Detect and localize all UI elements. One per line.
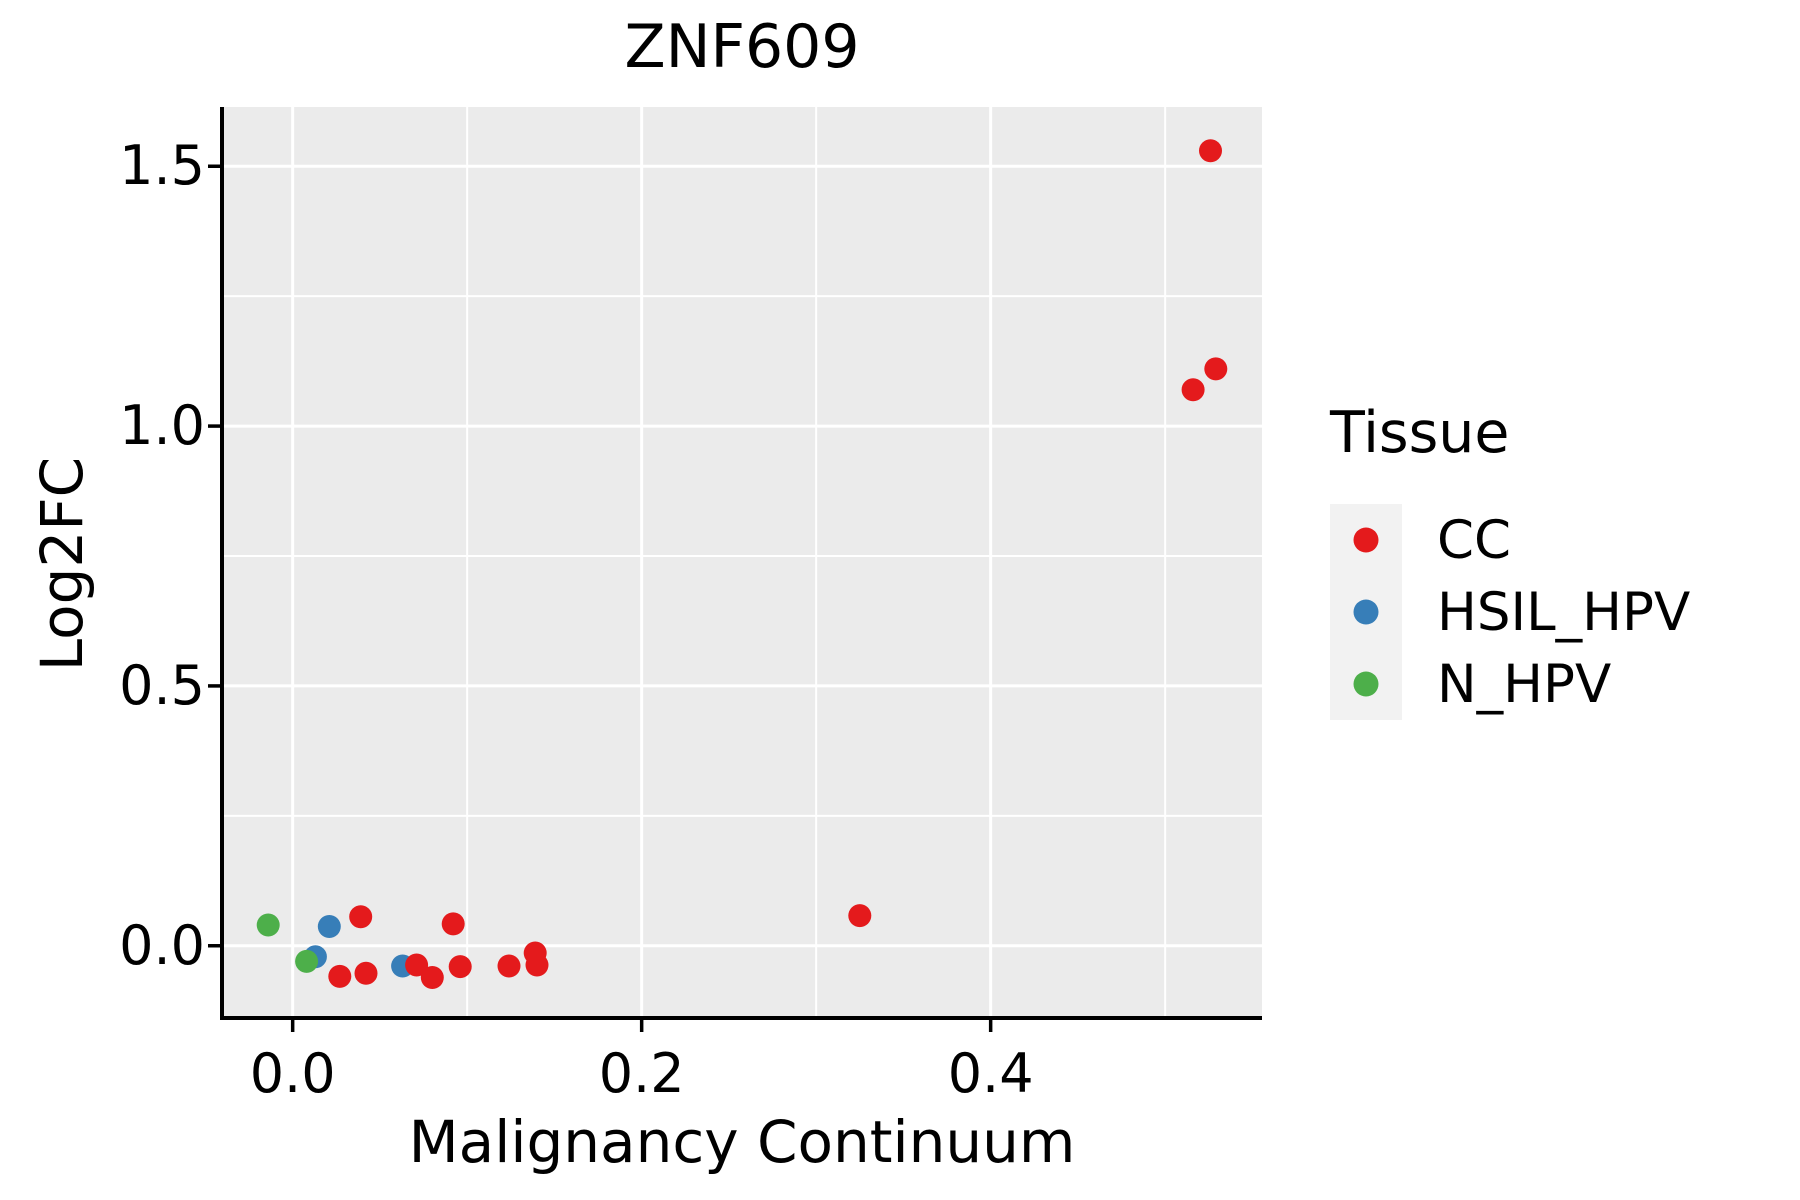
x-tick-label: 0.2 (598, 1042, 685, 1105)
data-point-cc (1199, 139, 1222, 163)
data-point-cc (349, 905, 373, 929)
legend-key (1330, 576, 1402, 648)
y-axis-title: Log2FC (28, 456, 96, 672)
x-axis-title: Malignancy Continuum (408, 1108, 1076, 1176)
data-point-cc (525, 953, 549, 977)
legend-item-n-hpv: N_HPV (1330, 648, 1611, 720)
data-point-cc (1204, 357, 1228, 381)
legend-item-label: N_HPV (1437, 653, 1612, 715)
legend-item-cc: CC (1330, 504, 1511, 576)
legend-key (1330, 648, 1402, 720)
data-point-cc (328, 964, 352, 988)
data-point-cc (441, 912, 465, 936)
data-point-hsil_hpv (317, 915, 341, 938)
y-tick-label: 1.5 (119, 134, 205, 198)
legend-item-hsil-hpv: HSIL_HPV (1330, 576, 1690, 648)
plot-title: ZNF609 (624, 12, 860, 82)
legend-title: Tissue (1330, 400, 1510, 466)
plot-panel (222, 107, 1262, 1018)
data-point-n_hpv (256, 913, 280, 937)
x-tick-label: 0.0 (249, 1042, 336, 1105)
x-tick-label: 0.4 (947, 1042, 1034, 1105)
data-point-cc (448, 955, 472, 979)
y-tick-label: 1.0 (119, 394, 205, 458)
data-point-cc (1181, 378, 1205, 402)
legend-item-label: HSIL_HPV (1437, 581, 1691, 643)
data-point-cc (420, 966, 444, 989)
legend-dot-icon (1353, 527, 1379, 553)
y-tick-label: 0.0 (119, 913, 205, 977)
legend-item-label: CC (1437, 509, 1512, 571)
data-point-cc (405, 953, 429, 977)
data-point-cc (497, 954, 521, 978)
legend-key (1330, 504, 1402, 576)
y-tick-label: 0.5 (119, 653, 205, 717)
legend-dot-icon (1353, 599, 1379, 625)
data-point-cc (354, 961, 378, 985)
data-point-cc (848, 904, 872, 928)
data-point-n_hpv (295, 949, 319, 973)
legend-dot-icon (1353, 671, 1379, 697)
